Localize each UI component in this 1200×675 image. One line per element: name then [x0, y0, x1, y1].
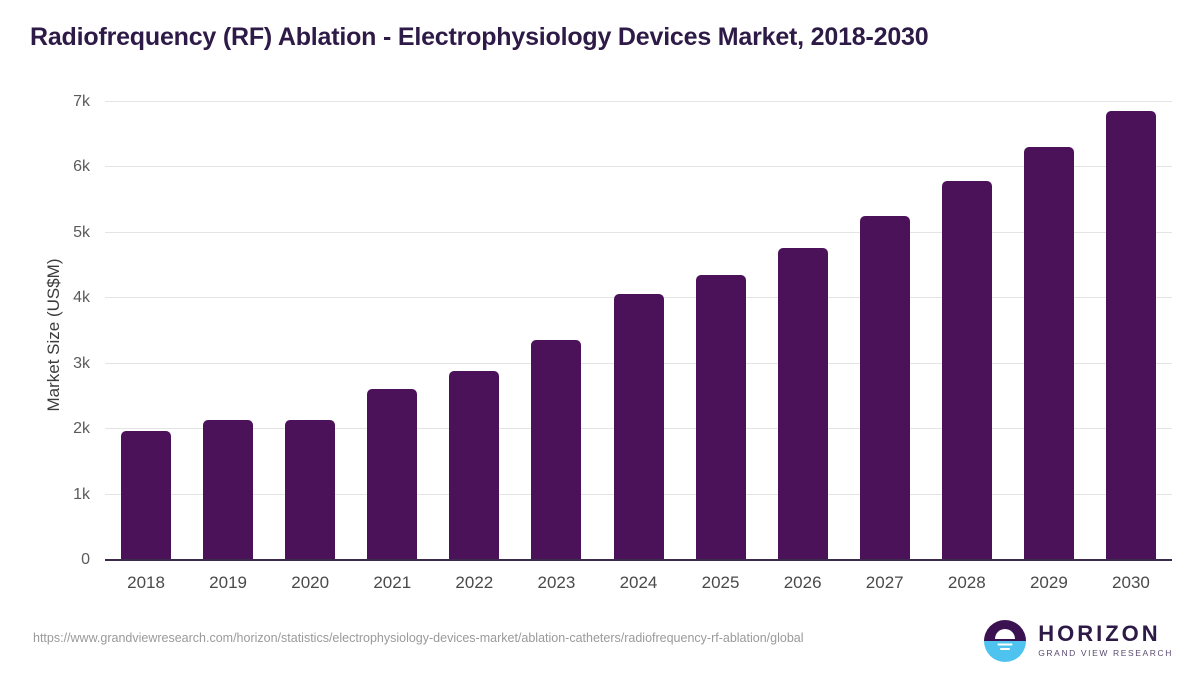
source-url[interactable]: https://www.grandviewresearch.com/horizo…: [33, 631, 804, 645]
bar[interactable]: [859, 216, 910, 559]
y-axis-title: Market Size (US$M): [44, 258, 63, 412]
x-axis-tick: 2019: [209, 573, 247, 592]
x-axis-tick: 2021: [373, 573, 412, 592]
horizon-logo: HORIZON GRAND VIEW RESEARCH: [983, 618, 1173, 664]
x-axis-tick: 2029: [1029, 573, 1068, 592]
bar[interactable]: [941, 180, 992, 559]
x-axis-tick: 2020: [291, 573, 330, 592]
bar[interactable]: [203, 420, 254, 559]
bar[interactable]: [121, 430, 172, 559]
bar[interactable]: [1023, 147, 1074, 559]
chart-container: Market Size (US$M) 0 1k 2k 3k 4k 5k 6k 7k 2018 2…: [44, 94, 1172, 592]
bar[interactable]: [1105, 111, 1156, 559]
y-axis-tick: 0: [81, 551, 90, 568]
x-axis-tick: 2027: [865, 573, 904, 592]
plot-area: 0 1k 2k 3k 4k 5k 6k 7k 2018 2019 2020 2021 2022 2023…: [73, 94, 1172, 592]
horizon-logo-text: HORIZON GRAND VIEW RESEARCH: [1038, 623, 1173, 659]
logo-wordmark: HORIZON: [1038, 621, 1161, 646]
y-axis-tick: 2k: [73, 420, 90, 438]
y-axis-tick: 3k: [73, 354, 90, 372]
bar[interactable]: [695, 275, 746, 559]
x-axis-line: [105, 559, 1172, 561]
y-axis-tick: 7k: [73, 93, 90, 110]
x-axis-tick: 2023: [537, 573, 576, 592]
y-axis-tick: 4k: [73, 289, 90, 307]
x-axis-tick: 2025: [701, 573, 740, 592]
x-axis-tick: 2028: [947, 573, 986, 592]
x-axis-tick: 2026: [783, 573, 822, 592]
x-axis-tick: 2022: [455, 573, 494, 592]
gridline: [105, 101, 1172, 102]
horizon-logo-icon: [984, 620, 1027, 662]
x-axis-tick: 2030: [1112, 573, 1150, 592]
x-axis-tick: 2018: [127, 573, 165, 592]
y-axis-tick: 1k: [73, 485, 90, 503]
bar[interactable]: [531, 340, 582, 559]
bar[interactable]: [613, 294, 664, 559]
y-axis-tick: 5k: [73, 223, 90, 241]
bar[interactable]: [777, 248, 828, 559]
bar[interactable]: [449, 370, 500, 559]
bar[interactable]: [367, 388, 418, 559]
gridline: [105, 166, 1172, 168]
y-axis-tick: 6k: [73, 158, 90, 176]
page-title: Radiofrequency (RF) Ablation - Electroph…: [30, 23, 929, 51]
x-axis-tick: 2024: [619, 573, 658, 592]
bar[interactable]: [285, 420, 336, 559]
gridline: [105, 231, 1172, 233]
logo-tagline: GRAND VIEW RESEARCH: [1038, 648, 1173, 658]
